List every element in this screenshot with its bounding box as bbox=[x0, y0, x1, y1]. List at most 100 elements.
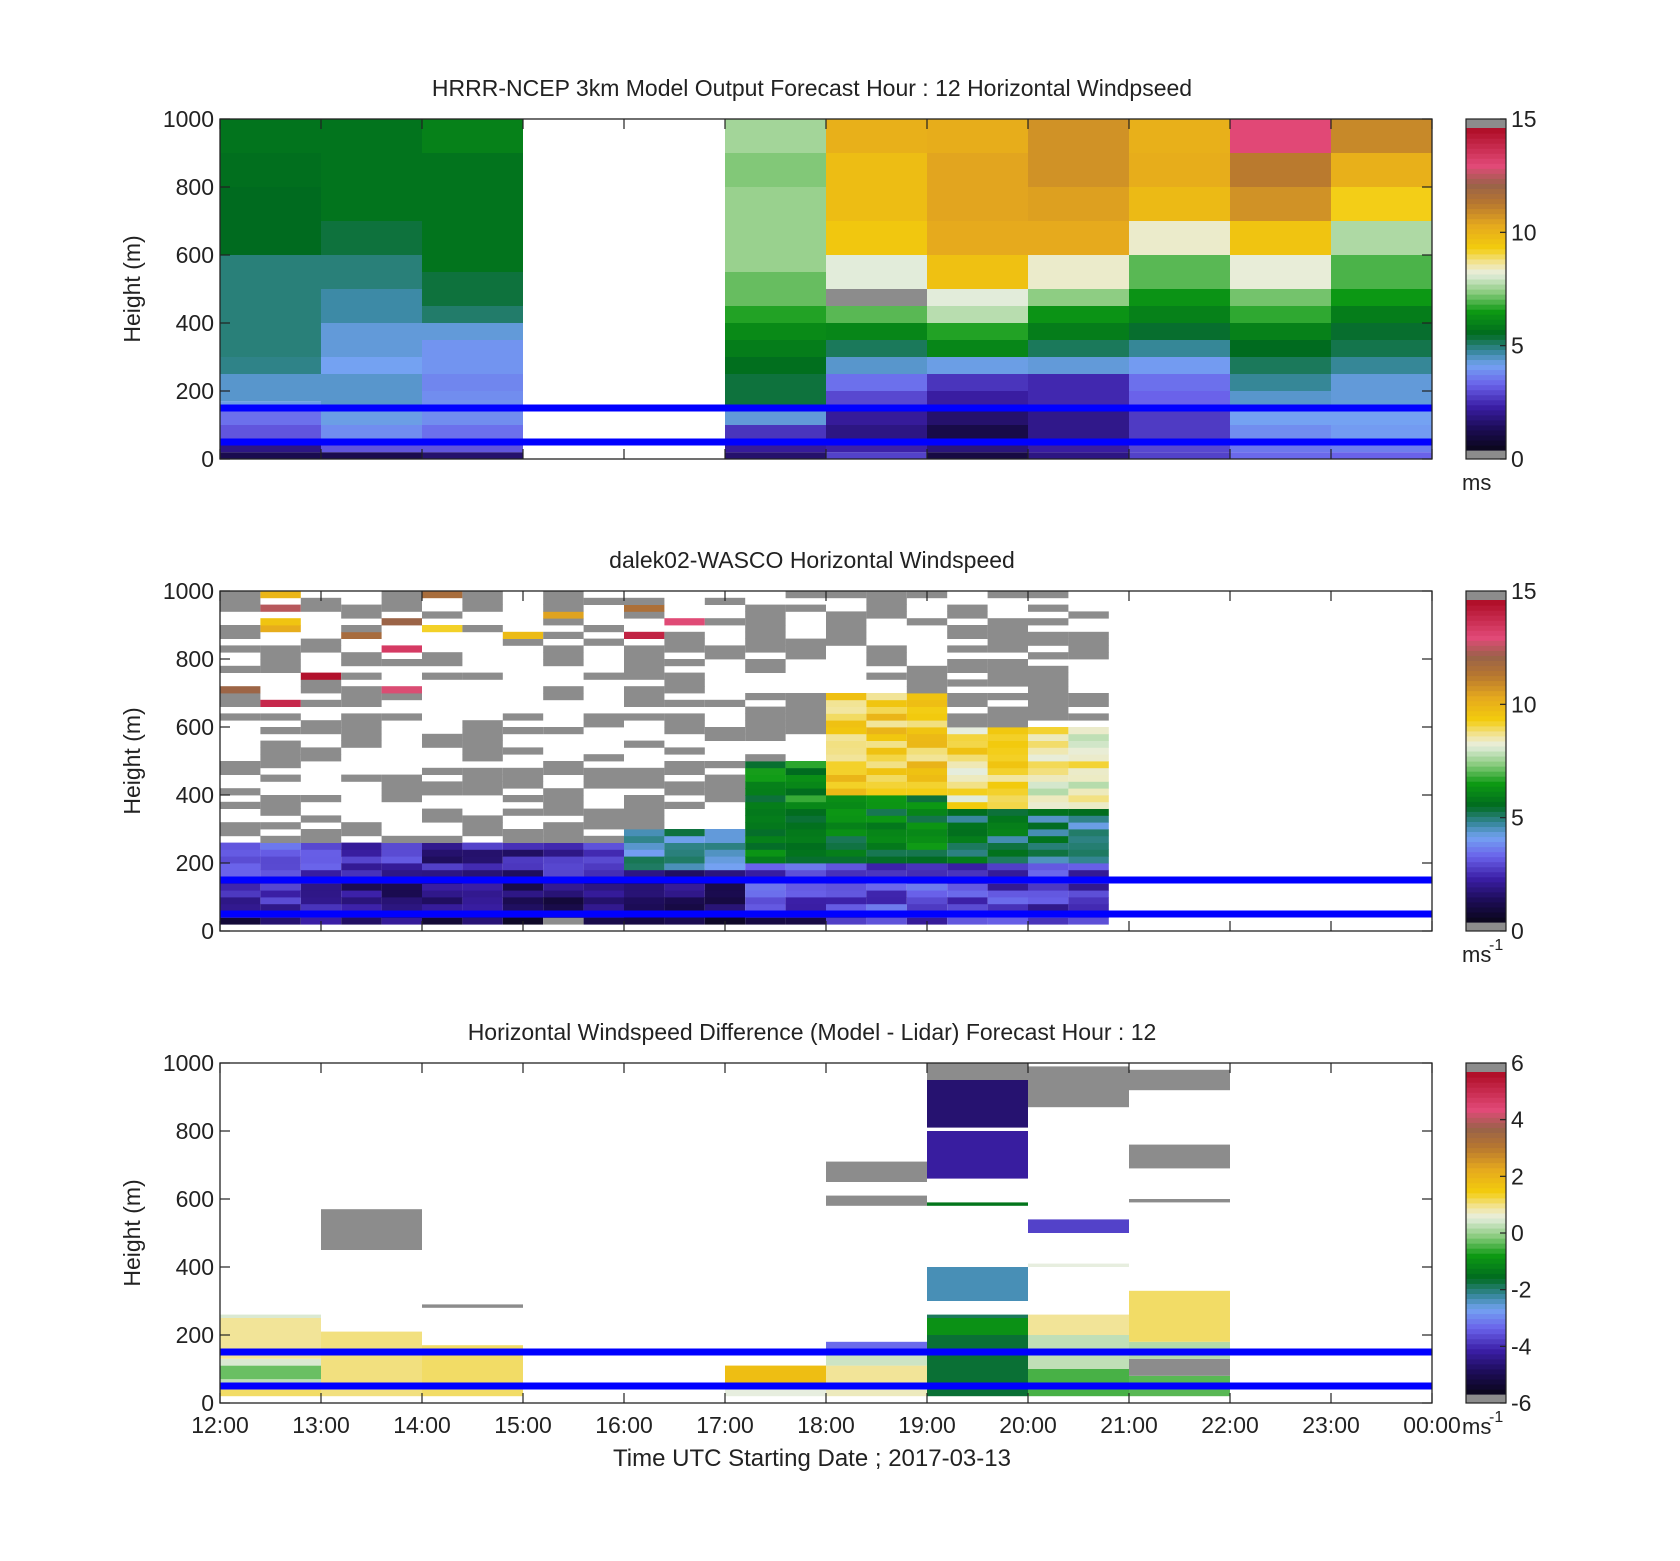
colorbar-swatch bbox=[1466, 1087, 1506, 1093]
heatmap-cell bbox=[624, 917, 665, 925]
colorbar-swatch bbox=[1466, 1333, 1506, 1340]
colorbar-swatch bbox=[1466, 173, 1506, 179]
heatmap-cell bbox=[300, 754, 342, 762]
heatmap-cell bbox=[1028, 255, 1129, 289]
heatmap-cell bbox=[1028, 1066, 1129, 1108]
heatmap-cell bbox=[906, 781, 948, 789]
heatmap-cell bbox=[1028, 767, 1069, 775]
heatmap-cell bbox=[341, 625, 382, 633]
heatmap-cell bbox=[220, 897, 261, 905]
panel-difference-title: Horizontal Windspeed Difference (Model -… bbox=[468, 1019, 1157, 1045]
heatmap-cell bbox=[947, 693, 988, 701]
heatmap-cell bbox=[704, 618, 746, 626]
heatmap-cell bbox=[462, 597, 503, 605]
heatmap-cell bbox=[1028, 706, 1069, 714]
colorbar-swatch bbox=[1466, 715, 1506, 722]
heatmap-cell bbox=[220, 119, 321, 153]
colorbar-swatch bbox=[1466, 1172, 1506, 1179]
colorbar-cap-high bbox=[1466, 119, 1506, 128]
heatmap-cell bbox=[826, 829, 867, 837]
colorbar-swatch bbox=[1466, 193, 1506, 200]
heatmap-cell bbox=[260, 645, 301, 653]
heatmap-cell bbox=[1068, 917, 1109, 925]
colorbar-swatch bbox=[1466, 309, 1506, 315]
heatmap-cell bbox=[422, 767, 463, 775]
heatmap-cell bbox=[543, 761, 584, 769]
heatmap-cell bbox=[583, 883, 624, 891]
heatmap-cell bbox=[826, 306, 927, 323]
heatmap-cell bbox=[745, 781, 786, 789]
heatmap-cell bbox=[300, 863, 342, 871]
heatmap-cell bbox=[1331, 119, 1432, 153]
heatmap-cell bbox=[624, 863, 665, 871]
heatmap-cell bbox=[300, 883, 342, 891]
heatmap-cell bbox=[866, 740, 907, 748]
heatmap-cell bbox=[300, 638, 342, 646]
heatmap-cell bbox=[906, 747, 948, 755]
heatmap-cell bbox=[704, 727, 746, 735]
heatmap-cell bbox=[927, 306, 1028, 323]
colorbar-swatch bbox=[1466, 700, 1506, 707]
heatmap-cell bbox=[1068, 645, 1109, 653]
heatmap-cell bbox=[785, 890, 826, 898]
heatmap-cell bbox=[1068, 856, 1109, 864]
y-tick-label: 600 bbox=[176, 714, 214, 740]
heatmap-cell bbox=[745, 706, 786, 714]
heatmap-cell bbox=[745, 829, 786, 837]
heatmap-cell bbox=[543, 903, 584, 911]
heatmap-cell bbox=[624, 849, 665, 857]
panel-model-title: HRRR-NCEP 3km Model Output Forecast Hour… bbox=[432, 75, 1192, 101]
heatmap-cell bbox=[745, 713, 786, 721]
heatmap-cell bbox=[725, 357, 826, 374]
heatmap-cell bbox=[1331, 306, 1432, 323]
heatmap-cell bbox=[947, 699, 988, 707]
colorbar-swatch bbox=[1466, 128, 1506, 134]
colorbar-swatch bbox=[1466, 424, 1506, 431]
heatmap-cell bbox=[725, 408, 826, 425]
heatmap-cell bbox=[704, 781, 746, 789]
heatmap-cell bbox=[220, 829, 261, 837]
heatmap-cell bbox=[826, 801, 867, 809]
heatmap-cell bbox=[826, 822, 867, 830]
heatmap-cell bbox=[826, 740, 867, 748]
heatmap-cell bbox=[341, 890, 382, 898]
heatmap-cell bbox=[927, 119, 1028, 153]
heatmap-cell bbox=[543, 842, 584, 850]
heatmap-cell bbox=[422, 788, 463, 796]
heatmap-cell bbox=[1028, 808, 1069, 816]
colorbar-swatch bbox=[1466, 1207, 1506, 1214]
heatmap-cell bbox=[866, 822, 907, 830]
heatmap-cell bbox=[785, 917, 826, 925]
heatmap-cell bbox=[422, 733, 463, 741]
colorbar-swatch bbox=[1466, 620, 1506, 626]
heatmap-cell bbox=[1028, 829, 1069, 837]
heatmap-cell bbox=[543, 869, 584, 877]
colorbar-swatch bbox=[1466, 1137, 1506, 1144]
colorbar-swatch bbox=[1466, 776, 1506, 782]
heatmap-cell bbox=[260, 890, 301, 898]
heatmap-cell bbox=[381, 618, 422, 626]
heatmap-cell bbox=[1230, 221, 1331, 255]
heatmap-cell bbox=[826, 693, 867, 701]
heatmap-cell bbox=[826, 340, 927, 357]
heatmap-cell bbox=[745, 917, 786, 925]
colorbar-swatch bbox=[1466, 821, 1506, 828]
heatmap-cell bbox=[624, 795, 665, 803]
colorbar-swatch bbox=[1466, 1217, 1506, 1224]
heatmap-cell bbox=[745, 863, 786, 871]
colorbar-swatch bbox=[1466, 1383, 1506, 1390]
heatmap-cell bbox=[502, 842, 544, 850]
heatmap-cell bbox=[220, 408, 321, 425]
heatmap-cell bbox=[906, 849, 948, 857]
heatmap-cell bbox=[664, 686, 705, 694]
heatmap-cell bbox=[1028, 781, 1069, 789]
heatmap-cell bbox=[785, 604, 826, 612]
colorbar-swatch bbox=[1466, 1227, 1506, 1234]
heatmap-cell bbox=[1068, 713, 1109, 721]
colorbar-swatch bbox=[1466, 1328, 1506, 1335]
heatmap-cell bbox=[1028, 863, 1069, 871]
colorbar-swatch bbox=[1466, 429, 1506, 436]
heatmap-cell bbox=[1028, 679, 1069, 687]
heatmap-cell bbox=[906, 618, 948, 626]
heatmap-cell bbox=[1068, 869, 1109, 877]
